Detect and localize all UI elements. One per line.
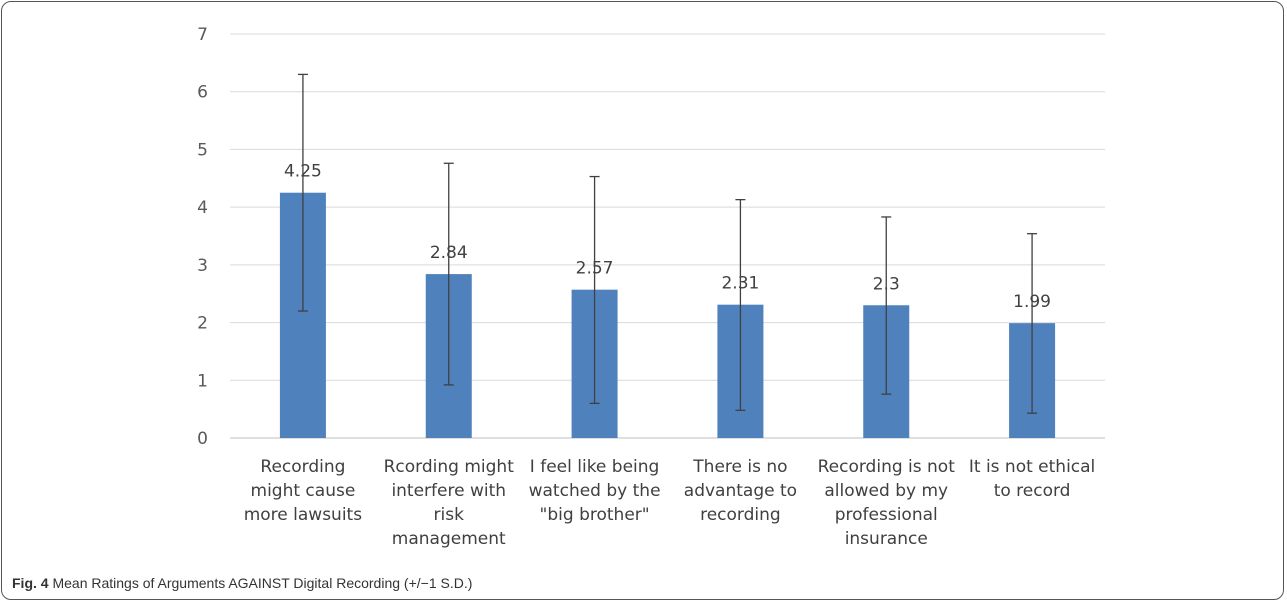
y-axis-ticks: 0 1 2 3 4 5 6 7 <box>197 25 208 449</box>
error-bar <box>735 198 746 411</box>
category-label: Rcording might interfere with risk manageme… <box>384 457 515 549</box>
data-label: 2.84 <box>430 243 468 263</box>
category-label: Recording is not allowed by my professiona… <box>818 457 956 549</box>
data-label: 2.31 <box>721 274 759 294</box>
error-bar <box>881 216 892 395</box>
x-axis-categories: Recording might cause more lawsuits Rcordin… <box>244 457 1096 549</box>
y-tick-label: 3 <box>197 256 208 276</box>
error-bar <box>297 73 308 312</box>
category-label: There is no advantage to recording <box>684 457 797 525</box>
y-tick-label: 1 <box>197 371 208 391</box>
bar-chart: 0 1 2 3 4 5 6 7 4.25 2.84 2.57 2.31 2.3 1.99 Recordi… <box>197 25 1105 549</box>
category-label-line: watched by the <box>529 481 661 501</box>
category-label-line: more lawsuits <box>244 505 363 525</box>
y-tick-label: 6 <box>197 83 208 103</box>
bars <box>279 192 1056 438</box>
data-labels: 4.25 2.84 2.57 2.31 2.3 1.99 <box>284 162 1051 312</box>
category-label-line: professional <box>835 505 938 525</box>
y-tick-label: 5 <box>197 140 208 160</box>
category-label-line: management <box>392 529 506 549</box>
category-label: I feel like being watched by the "big brot… <box>529 457 661 525</box>
category-label-line: to record <box>994 481 1071 501</box>
figure-label: Fig. 4 <box>12 575 49 591</box>
category-label-line: allowed by my <box>824 481 948 501</box>
category-label-line: interfere with <box>391 481 506 501</box>
category-label-line: recording <box>700 505 781 525</box>
category-label: Recording might cause more lawsuits <box>244 457 363 525</box>
category-label-line: Rcording might <box>384 457 515 477</box>
category-label-line: might cause <box>251 481 356 501</box>
error-bar <box>1027 233 1038 414</box>
y-tick-label: 2 <box>197 314 208 334</box>
y-tick-label: 0 <box>197 429 208 449</box>
category-label-line: There is no <box>692 457 787 477</box>
category-label-line: It is not ethical <box>969 457 1095 477</box>
data-label: 1.99 <box>1013 292 1051 312</box>
data-label: 2.3 <box>873 274 900 294</box>
category-label-line: I feel like being <box>530 457 660 477</box>
category-label: It is not ethical to record <box>969 457 1095 501</box>
data-label: 2.57 <box>576 259 614 279</box>
category-label-line: Recording <box>260 457 345 477</box>
error-bar <box>443 162 454 386</box>
category-label-line: advantage to <box>684 481 797 501</box>
category-label-line: Recording is not <box>818 457 956 477</box>
data-label: 4.25 <box>284 162 322 182</box>
category-label-line: risk <box>434 505 465 525</box>
error-bars <box>297 73 1038 414</box>
category-label-line: "big brother" <box>540 505 650 525</box>
y-tick-label: 4 <box>197 198 208 218</box>
figure-caption-text: Mean Ratings of Arguments AGAINST Digita… <box>52 575 473 591</box>
gridlines <box>230 33 1105 439</box>
error-bar <box>589 175 600 405</box>
category-label-line: insurance <box>845 529 928 549</box>
figure-caption: Fig. 4 Mean Ratings of Arguments AGAINST… <box>12 575 472 591</box>
y-tick-label: 7 <box>197 25 208 45</box>
